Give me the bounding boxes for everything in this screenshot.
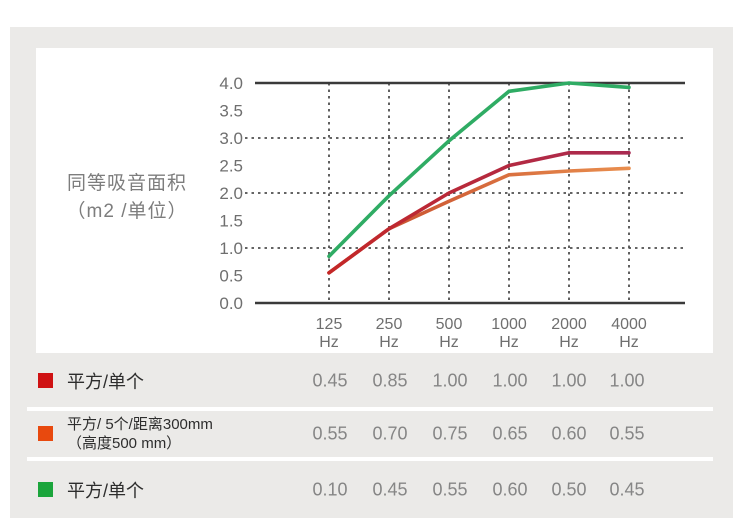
y-axis-title-line2: （m2 /单位） bbox=[66, 201, 188, 222]
svg-text:3.5: 3.5 bbox=[219, 102, 243, 121]
table-value: 1.00 bbox=[492, 370, 528, 391]
table-value: 0.55 bbox=[609, 423, 645, 444]
table-value: 0.55 bbox=[312, 423, 348, 444]
table-value: 0.65 bbox=[492, 423, 528, 444]
table-value: 1.00 bbox=[432, 370, 468, 391]
table-value: 1.00 bbox=[551, 370, 587, 391]
y-axis-title-line1: 同等吸音面积 bbox=[66, 173, 187, 194]
svg-text:2.0: 2.0 bbox=[219, 184, 243, 203]
red-series-swatch-icon bbox=[38, 373, 53, 388]
series-label-line2: （高度500 mm） bbox=[67, 435, 182, 452]
green-series-swatch-icon bbox=[38, 481, 53, 497]
svg-text:1.5: 1.5 bbox=[219, 212, 243, 231]
svg-text:3.0: 3.0 bbox=[219, 129, 243, 148]
table-value: 0.75 bbox=[432, 423, 468, 444]
table-row: 平方/单个 0.45 0.85 1.00 1.00 1.00 1.00 bbox=[10, 355, 733, 407]
series-label: 平方/单个 bbox=[67, 480, 145, 501]
orange-series-swatch-icon bbox=[38, 426, 53, 441]
svg-text:4.0: 4.0 bbox=[219, 74, 243, 93]
table-value: 1.00 bbox=[609, 370, 645, 391]
table-value: 0.60 bbox=[492, 479, 528, 499]
svg-text:0.5: 0.5 bbox=[219, 267, 243, 286]
table-value: 0.70 bbox=[372, 423, 408, 444]
table-value: 0.45 bbox=[312, 370, 348, 391]
table-value: 0.60 bbox=[551, 423, 587, 444]
table-row: 平方/单个 0.10 0.45 0.55 0.60 0.50 0.45 bbox=[10, 461, 733, 518]
table-value: 0.45 bbox=[609, 479, 645, 499]
absorption-line-chart: 0.0 0.5 1.0 1.5 2.0 2.5 3.0 3.5 4.0 125 Hz 250 Hz 500… bbox=[219, 74, 685, 351]
svg-text:2.5: 2.5 bbox=[219, 157, 243, 176]
table-value: 0.10 bbox=[312, 479, 348, 499]
table-row: 平方/ 5个/距离300mm （高度500 mm） 0.55 0.70 0.75… bbox=[10, 411, 733, 457]
table-value: 0.45 bbox=[372, 479, 408, 499]
svg-text:1.0: 1.0 bbox=[219, 239, 243, 258]
series-label: 平方/单个 bbox=[67, 372, 145, 392]
svg-text:0.0: 0.0 bbox=[219, 294, 243, 313]
y-axis-title: 同等吸音面积 （m2 /单位） bbox=[40, 170, 214, 226]
series-label: 平方/ 5个/距离300mm （高度500 mm） bbox=[67, 415, 213, 453]
table-value: 0.85 bbox=[372, 370, 408, 391]
series-label-line1: 平方/ 5个/距离300mm bbox=[67, 416, 213, 433]
table-value: 0.50 bbox=[551, 479, 587, 499]
row-separator bbox=[27, 457, 713, 461]
row-separator bbox=[27, 407, 713, 411]
table-value: 0.55 bbox=[432, 479, 468, 499]
